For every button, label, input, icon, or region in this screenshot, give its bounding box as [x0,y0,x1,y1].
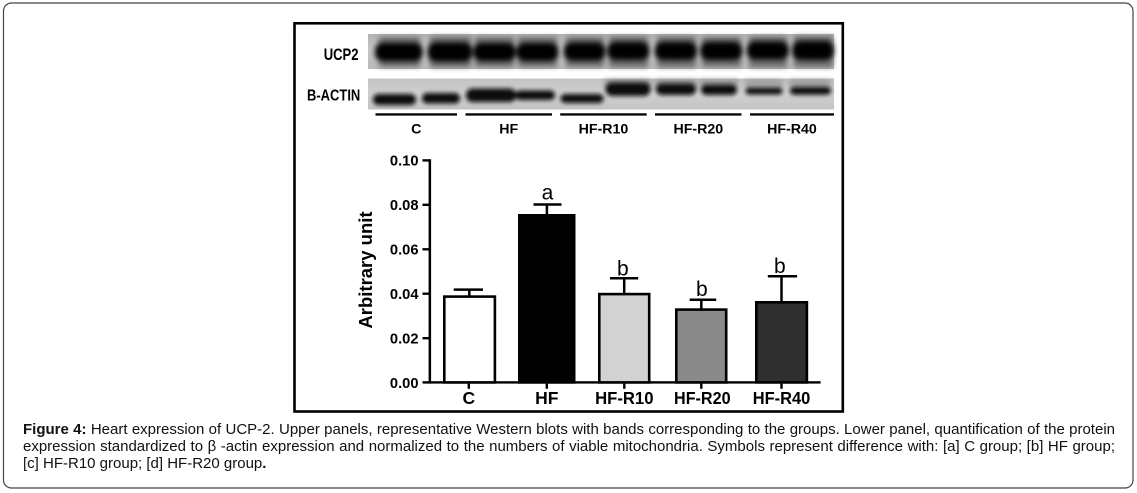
svg-text:b: b [774,255,786,278]
svg-text:b: b [696,278,708,301]
svg-text:HF-R10: HF-R10 [579,122,629,138]
svg-text:0.04: 0.04 [390,287,419,303]
svg-text:HF-R40: HF-R40 [767,122,817,138]
svg-text:C: C [462,388,475,408]
svg-text:b: b [617,257,629,280]
svg-text:HF-R10: HF-R10 [595,388,654,408]
svg-text:Arbitrary unit: Arbitrary unit [355,211,376,328]
svg-text:HF: HF [499,122,518,138]
svg-text:B-ACTIN: B-ACTIN [307,87,360,104]
svg-text:HF-R20: HF-R20 [674,388,731,408]
svg-text:UCP2: UCP2 [324,46,359,64]
svg-text:0.00: 0.00 [390,376,419,392]
svg-text:0.06: 0.06 [390,243,419,259]
svg-text:0.08: 0.08 [390,198,419,214]
svg-text:a: a [542,182,554,205]
svg-text:0.02: 0.02 [390,331,419,347]
svg-text:HF: HF [535,388,559,408]
svg-text:HF-R40: HF-R40 [753,388,811,408]
svg-text:0.10: 0.10 [390,154,419,170]
svg-text:C: C [411,122,421,138]
svg-text:HF-R20: HF-R20 [673,122,723,138]
